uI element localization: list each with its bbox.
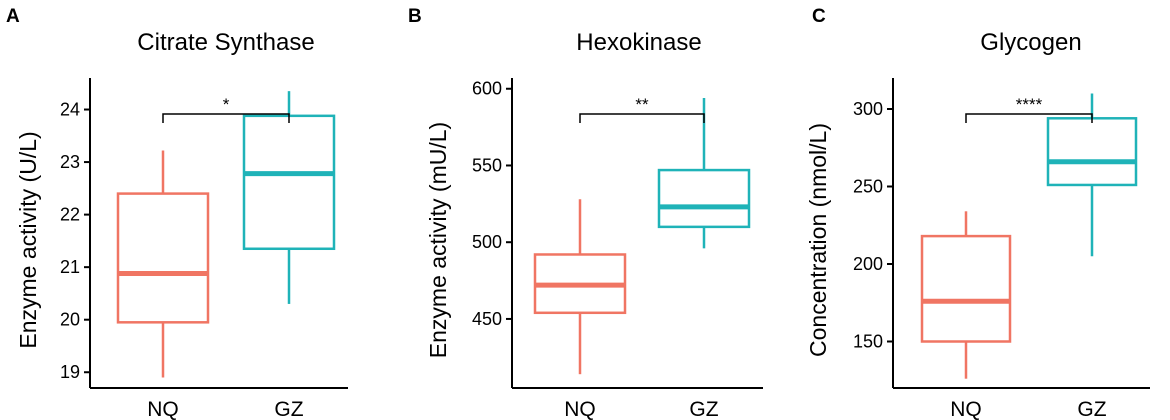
panel-a-y-axis-label: Enzyme activity (U/L) xyxy=(15,131,41,348)
interquartile-box xyxy=(242,114,336,251)
panel-c-box-gz xyxy=(1046,93,1138,257)
panel-b-y-tick-label: 550 xyxy=(472,155,502,175)
significance-stars: ** xyxy=(635,95,649,114)
panel-a-plot-area: 19 20 21 22 23 24 NQ GZ * xyxy=(60,78,348,420)
panel-a-box-gz xyxy=(242,91,336,304)
panel-b-x-category-label: NQ xyxy=(564,398,596,420)
panel-b-y-tick-label: 500 xyxy=(472,232,502,252)
panel-c: C Glycogen Concentration (nmol/L) 150 200… xyxy=(805,6,1150,420)
panel-a-y-tick-label: 19 xyxy=(60,362,80,382)
panel-b: B Hexokinase Enzyme activity (mU/L) 450 5… xyxy=(408,6,763,420)
panel-b-box-nq xyxy=(533,199,627,375)
panel-a-title: Citrate Synthase xyxy=(137,29,314,56)
panel-a-y-tick-label: 21 xyxy=(60,257,80,277)
panel-b-y-tick-label: 600 xyxy=(472,79,502,99)
panel-c-y-tick-label: 200 xyxy=(853,254,883,274)
panel-c-x-category-label: NQ xyxy=(950,398,982,420)
interquartile-box xyxy=(1046,117,1138,187)
bracket-line xyxy=(965,113,1093,123)
interquartile-box xyxy=(657,168,751,229)
panel-c-y-tick-label: 300 xyxy=(853,99,883,119)
panel-c-plot-area: 150 200 250 300 NQ GZ **** xyxy=(853,78,1150,420)
panel-c-title: Glycogen xyxy=(980,29,1081,56)
panel-c-letter: C xyxy=(812,6,826,27)
significance-stars: **** xyxy=(1016,95,1043,114)
panel-b-y-axis-label: Enzyme activity (mU/L) xyxy=(425,122,451,358)
panel-c-y-axis-label: Concentration (nmol/L) xyxy=(805,123,831,357)
panel-c-significance-bracket: **** xyxy=(965,95,1093,123)
panel-b-y-tick-label: 450 xyxy=(472,309,502,329)
panel-b-significance-bracket: ** xyxy=(579,95,705,123)
interquartile-box xyxy=(920,234,1012,343)
significance-stars: * xyxy=(223,95,230,114)
panel-b-plot-area: 450 500 550 600 NQ GZ ** xyxy=(472,78,763,420)
panel-a-significance-bracket: * xyxy=(162,95,290,123)
panel-a-y-tick-label: 22 xyxy=(60,205,80,225)
panel-b-x-category-label: GZ xyxy=(689,398,718,420)
panel-c-y-tick-label: 250 xyxy=(853,177,883,197)
panel-b-title: Hexokinase xyxy=(576,29,701,56)
panel-c-box-nq xyxy=(920,211,1012,379)
panel-a-letter: A xyxy=(6,6,20,27)
panel-a-x-category-label: GZ xyxy=(274,398,303,420)
panel-b-letter: B xyxy=(408,6,422,27)
panel-c-x-category-label: GZ xyxy=(1077,398,1106,420)
panel-a-y-tick-label: 23 xyxy=(60,152,80,172)
panel-a: A Citrate Synthase Enzyme activity (U/L)… xyxy=(6,6,348,420)
panel-a-box-nq xyxy=(116,150,210,378)
interquartile-box xyxy=(116,192,210,324)
bracket-line xyxy=(162,113,290,123)
panel-a-x-category-label: NQ xyxy=(147,398,179,420)
bracket-line xyxy=(579,113,705,123)
panel-b-box-gz xyxy=(657,97,751,249)
panel-a-y-tick-label: 24 xyxy=(60,100,80,120)
panel-a-y-tick-label: 20 xyxy=(60,310,80,330)
panel-c-y-tick-label: 150 xyxy=(853,332,883,352)
